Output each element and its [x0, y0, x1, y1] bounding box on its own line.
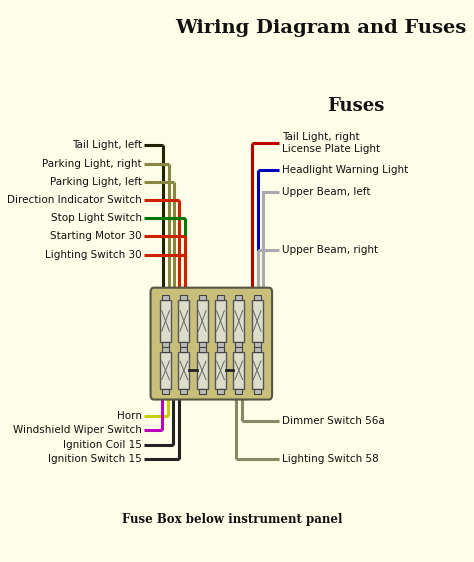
Bar: [180, 347, 187, 352]
Bar: [233, 352, 244, 389]
Bar: [215, 300, 226, 342]
Bar: [180, 389, 187, 394]
Text: Fuse Box below instrument panel: Fuse Box below instrument panel: [122, 513, 343, 525]
Text: Parking Light, right: Parking Light, right: [43, 159, 142, 169]
Bar: [180, 295, 187, 300]
Bar: [197, 352, 208, 389]
Text: Parking Light, left: Parking Light, left: [50, 177, 142, 187]
Bar: [254, 295, 261, 300]
Bar: [178, 352, 189, 389]
Text: Ignition Switch 15: Ignition Switch 15: [48, 454, 142, 464]
Text: Direction Indicator Switch: Direction Indicator Switch: [8, 195, 142, 205]
Bar: [162, 347, 169, 352]
Bar: [199, 347, 206, 352]
Bar: [217, 295, 224, 300]
Text: Horn: Horn: [117, 411, 142, 421]
FancyBboxPatch shape: [151, 288, 272, 400]
Bar: [254, 347, 261, 352]
Text: Windshield Wiper Switch: Windshield Wiper Switch: [13, 425, 142, 435]
Bar: [252, 300, 263, 342]
Bar: [160, 300, 171, 342]
Bar: [233, 300, 244, 342]
Text: Upper Beam, left: Upper Beam, left: [283, 187, 371, 197]
Bar: [199, 389, 206, 394]
Bar: [160, 352, 171, 389]
Text: Wiring Diagram and Fuses: Wiring Diagram and Fuses: [175, 19, 466, 37]
Bar: [217, 342, 224, 347]
Bar: [235, 342, 242, 347]
Bar: [252, 352, 263, 389]
Text: Ignition Coil 15: Ignition Coil 15: [63, 439, 142, 450]
Bar: [199, 342, 206, 347]
Bar: [235, 295, 242, 300]
Text: Tail Light, right
License Plate Light: Tail Light, right License Plate Light: [283, 132, 381, 154]
Bar: [235, 389, 242, 394]
Bar: [235, 347, 242, 352]
Bar: [254, 389, 261, 394]
Text: Tail Light, left: Tail Light, left: [72, 140, 142, 149]
Text: Dimmer Switch 56a: Dimmer Switch 56a: [283, 416, 385, 426]
Bar: [162, 389, 169, 394]
Text: Fuses: Fuses: [327, 97, 384, 115]
Bar: [178, 300, 189, 342]
Text: Starting Motor 30: Starting Motor 30: [50, 232, 142, 242]
Text: Lighting Switch 58: Lighting Switch 58: [283, 454, 379, 464]
Text: Stop Light Switch: Stop Light Switch: [51, 212, 142, 223]
Text: Upper Beam, right: Upper Beam, right: [283, 246, 379, 255]
Bar: [197, 300, 208, 342]
Bar: [199, 295, 206, 300]
Text: Headlight Warning Light: Headlight Warning Light: [283, 165, 409, 175]
Text: Lighting Switch 30: Lighting Switch 30: [46, 251, 142, 260]
Bar: [217, 347, 224, 352]
Bar: [215, 352, 226, 389]
Bar: [254, 342, 261, 347]
Bar: [180, 342, 187, 347]
Bar: [162, 342, 169, 347]
Bar: [217, 389, 224, 394]
Bar: [162, 295, 169, 300]
